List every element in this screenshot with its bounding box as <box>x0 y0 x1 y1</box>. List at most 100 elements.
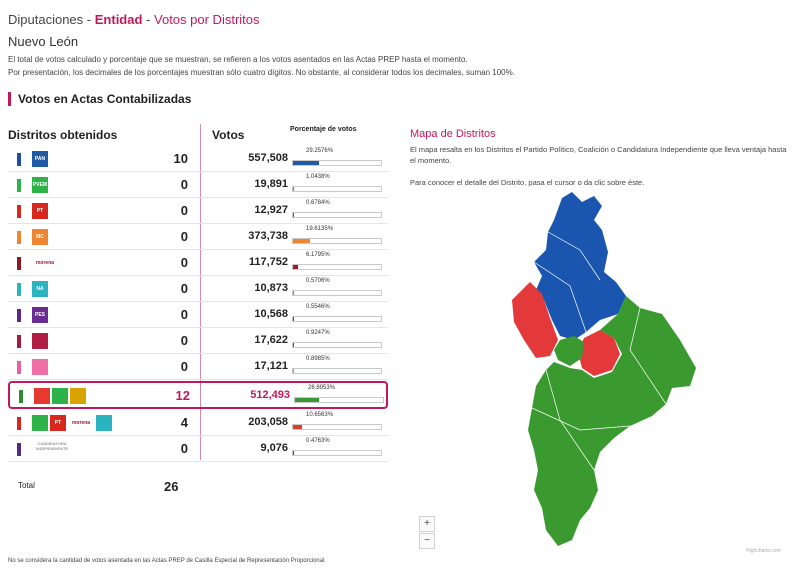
table-row[interactable]: CANDIDATURA INDEPENDIENTE 0 9,076 0.4763% <box>8 436 388 462</box>
votes-value: 10,873 <box>254 282 288 294</box>
percentage-bar <box>292 316 382 322</box>
percentage-bar <box>292 212 382 218</box>
map-district-red-central[interactable] <box>578 330 620 376</box>
percentage-bar <box>292 424 382 430</box>
note-line-2: Por presentación, los decimales de los p… <box>8 68 515 77</box>
map-description: El mapa resalta en los Distritos el Part… <box>410 145 787 165</box>
percentage-bar <box>292 368 382 374</box>
footnote: No se considera la cantidad de votos ase… <box>8 558 327 564</box>
table-row[interactable]: PVEM 0 19,891 1.0438% <box>8 172 388 198</box>
districts-won: 10 <box>173 151 188 166</box>
party-color-swatch <box>17 257 21 270</box>
votes-value: 17,121 <box>254 360 288 372</box>
table-row[interactable]: morena 0 117,752 6.1795% <box>8 250 388 276</box>
state-title: Nuevo León <box>8 34 79 49</box>
note-line-1: El total de votos calculado y porcentaje… <box>8 55 468 64</box>
percentage-bar <box>294 397 384 403</box>
percentage-label: 0.8985% <box>306 356 330 362</box>
party-logo-icon <box>32 333 48 349</box>
breadcrumb-votos-por-distritos[interactable]: Votos por Distritos <box>154 12 260 27</box>
party-color-swatch <box>19 390 23 403</box>
districts-won: 0 <box>180 203 188 218</box>
party-logo-icon <box>32 415 48 431</box>
breadcrumb-separator: - <box>146 12 151 27</box>
percentage-bar <box>292 342 382 348</box>
party-logo-icon: PT <box>50 415 66 431</box>
percentage-label: 0.5546% <box>306 304 330 310</box>
table-row[interactable]: PT 0 12,927 0.6784% <box>8 198 388 224</box>
table-row[interactable]: 0 17,622 0.9247% <box>8 328 388 354</box>
party-logo-icon: PT <box>32 203 48 219</box>
table-row[interactable]: MC 0 373,738 19.6135% <box>8 224 388 250</box>
percentage-bar <box>292 186 382 192</box>
votes-value: 512,493 <box>250 389 290 401</box>
percentage-bar <box>292 290 382 296</box>
percentage-label: 0.9247% <box>306 330 330 336</box>
party-logo-icon <box>52 388 68 404</box>
percentage-label: 0.5706% <box>306 278 330 284</box>
percentage-bar-fill <box>293 369 295 373</box>
party-logos: CANDIDATURA INDEPENDIENTE <box>32 441 72 457</box>
party-logo-icon: PAN <box>32 151 48 167</box>
column-divider <box>200 124 201 460</box>
party-logo-icon: morena <box>35 260 55 266</box>
party-logo-icon <box>32 359 48 375</box>
percentage-bar-fill <box>293 291 295 295</box>
party-logo-icon: MC <box>32 229 48 245</box>
breadcrumb: Diputaciones - Entidad - Votos por Distr… <box>8 12 260 27</box>
party-color-swatch <box>17 443 21 456</box>
votes-value: 9,076 <box>260 442 288 454</box>
percentage-label: 6.1795% <box>306 252 330 258</box>
percentage-bar-fill <box>295 398 319 402</box>
table-row[interactable]: PT morena 4 203,058 10.6563% <box>8 410 388 436</box>
districts-won: 0 <box>180 229 188 244</box>
party-logos: NA <box>32 281 48 297</box>
percentage-bar-fill <box>293 343 295 347</box>
header-districts: Distritos obtenidos <box>8 128 118 142</box>
table-row[interactable]: 0 17,121 0.8985% <box>8 354 388 380</box>
party-logo-icon: PES <box>32 307 48 323</box>
percentage-label: 29.2576% <box>306 148 334 154</box>
map-district-red-west[interactable] <box>512 282 558 358</box>
districts-won: 12 <box>175 388 190 403</box>
party-logo-icon: PVEM <box>32 177 48 193</box>
party-logos <box>34 388 86 404</box>
percentage-label: 1.0438% <box>306 174 330 180</box>
party-logos: PT morena <box>32 415 112 431</box>
percentage-bar-fill <box>293 161 319 165</box>
party-logos: PAN <box>32 151 48 167</box>
districts-won: 0 <box>180 307 188 322</box>
percentage-bar <box>292 160 382 166</box>
map-hint: Para conocer el detalle del Distrito, pa… <box>410 178 645 187</box>
map-district-metro[interactable] <box>554 336 584 366</box>
party-color-swatch <box>17 283 21 296</box>
zoom-out-button[interactable]: − <box>419 533 435 549</box>
zoom-in-button[interactable]: + <box>419 516 435 532</box>
districts-won: 0 <box>180 281 188 296</box>
party-logos: morena <box>32 255 58 271</box>
districts-map[interactable] <box>490 190 700 550</box>
results-table: PAN 10 557,508 29.2576% PVEM 0 19,891 1.0438% PT… <box>8 146 388 462</box>
percentage-label: 19.6135% <box>306 226 334 232</box>
party-logos: MC <box>32 229 48 245</box>
party-logos: PVEM <box>32 177 48 193</box>
percentage-bar-fill <box>293 425 303 429</box>
map-district-blue[interactable] <box>534 192 626 340</box>
breadcrumb-entidad[interactable]: Entidad <box>94 12 143 27</box>
percentage-label: 0.6784% <box>306 200 330 206</box>
percentage-bar-fill <box>293 187 295 191</box>
party-color-swatch <box>17 231 21 244</box>
total-value: 26 <box>164 479 179 494</box>
map-district-green[interactable] <box>528 296 696 546</box>
section-title: Votos en Actas Contabilizadas <box>8 92 191 106</box>
table-row[interactable]: NA 0 10,873 0.5706% <box>8 276 388 302</box>
table-row[interactable]: PAN 10 557,508 29.2576% <box>8 146 388 172</box>
table-row[interactable]: PES 0 10,568 0.5546% <box>8 302 388 328</box>
party-color-swatch <box>17 309 21 322</box>
districts-won: 0 <box>180 177 188 192</box>
breadcrumb-diputaciones[interactable]: Diputaciones <box>8 12 84 27</box>
table-row[interactable]: 12 512,493 26.8953% <box>8 381 388 409</box>
votes-value: 373,738 <box>248 230 288 242</box>
party-logo-icon <box>70 388 86 404</box>
percentage-label: 26.8953% <box>308 385 336 391</box>
